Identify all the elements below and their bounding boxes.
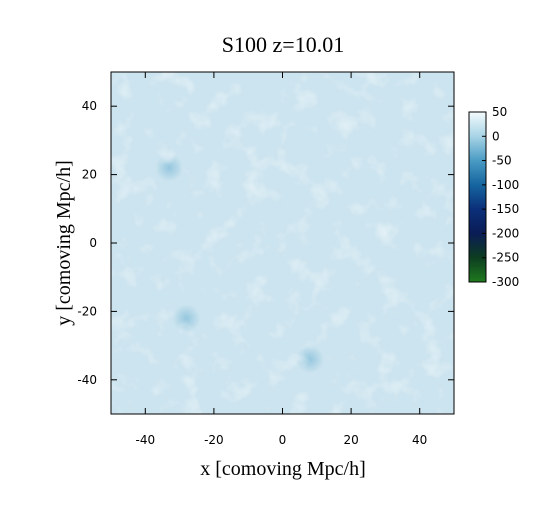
y-axis: -40 -20 0 20 40	[77, 99, 454, 387]
y-tick-label: 20	[82, 168, 97, 182]
field-texture	[111, 72, 454, 414]
y-tick-label: 40	[82, 99, 97, 113]
y-tick-label: 0	[89, 236, 97, 250]
x-tick-label: 20	[343, 433, 358, 447]
colorbar-tick-label: -100	[492, 178, 519, 192]
colorbar-tick-label: 0	[492, 129, 500, 143]
plot-area	[110, 71, 455, 415]
x-axis-label: x [comoving Mpc/h]	[200, 458, 366, 480]
colorbar-tick-label: -250	[492, 251, 519, 265]
x-tick-label: -20	[204, 433, 224, 447]
colorbar: 50 0 -50 -100 -150 -200 -250 -300	[468, 105, 519, 289]
x-tick-label: 0	[279, 433, 287, 447]
x-axis: -40 -20 0 20 40	[135, 72, 427, 447]
colorbar-scale	[468, 111, 487, 283]
colorbar-tick-label: -300	[492, 275, 519, 289]
colorbar-tick-label: 50	[492, 105, 507, 119]
y-tick-label: -20	[77, 304, 97, 318]
colorbar-tick-label: -50	[492, 154, 512, 168]
chart-title: S100 z=10.01	[222, 32, 344, 57]
colorbar-tick-label: -150	[492, 202, 519, 216]
x-tick-label: 40	[412, 433, 427, 447]
density-field	[111, 72, 454, 414]
y-axis-label: y [comoving Mpc/h]	[53, 160, 75, 326]
x-tick-label: -40	[135, 433, 155, 447]
y-tick-label: -40	[77, 373, 97, 387]
colorbar-tick-label: -200	[492, 226, 519, 240]
